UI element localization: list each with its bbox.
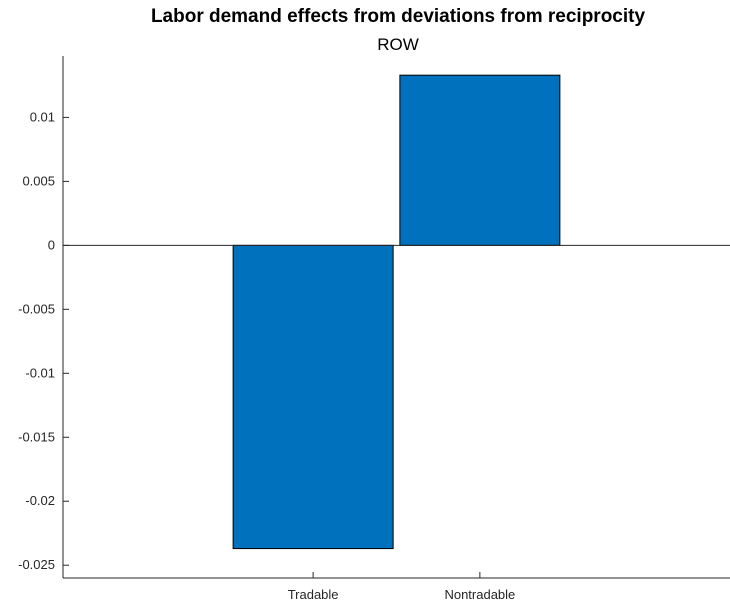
bar-tradable [232, 244, 394, 550]
y-tick-label: 0 [48, 237, 55, 252]
y-tick-label: 0.005 [22, 173, 55, 188]
y-tick-label: 0.01 [30, 109, 55, 124]
y-tick-label: -0.025 [18, 557, 55, 572]
bar-nontradable [399, 74, 561, 246]
x-tick-label: Tradable [288, 587, 339, 602]
y-tick-label: -0.02 [25, 493, 55, 508]
y-tick-label: -0.005 [18, 301, 55, 316]
chart-title: Labor demand effects from deviations fro… [151, 6, 646, 27]
x-tick-label: Nontradable [444, 587, 515, 602]
plot-area: -0.025 -0.02 -0.015 -0.01 -0.005 0 0.005 0.01 Tr… [18, 56, 730, 602]
y-tick-label: -0.01 [25, 365, 55, 380]
y-tick-label: -0.015 [18, 429, 55, 444]
chart-subtitle: ROW [377, 35, 419, 54]
